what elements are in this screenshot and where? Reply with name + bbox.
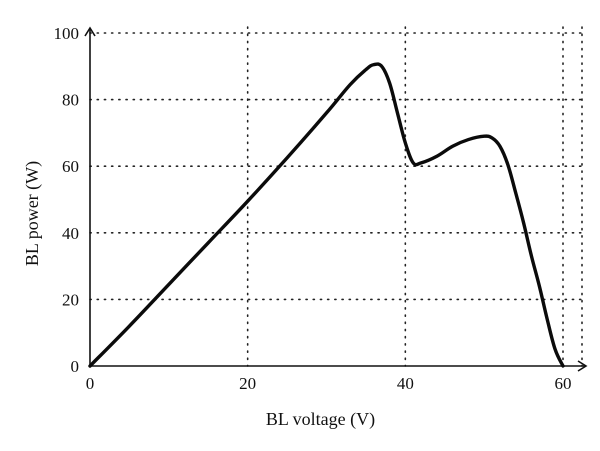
y-tick-label: 100	[54, 24, 80, 43]
x-tick-label: 60	[555, 374, 572, 393]
y-tick-label: 20	[62, 290, 79, 309]
x-axis-title: BL voltage (V)	[266, 409, 375, 430]
y-axis-arrow	[84, 26, 96, 37]
y-tick-label: 80	[62, 91, 79, 110]
y-axis-title: BL power (W)	[22, 161, 43, 266]
y-tick-label: 60	[62, 157, 79, 176]
y-tick-label: 40	[62, 224, 79, 243]
x-axis-arrow	[577, 360, 588, 372]
y-tick-label: 0	[71, 357, 80, 376]
axes	[84, 26, 588, 372]
grid	[89, 26, 583, 367]
plot-area	[88, 62, 565, 368]
tick-labels: 0 20 40 60 0 20 40 60 80 100	[54, 24, 572, 393]
pv-curve-series-0	[88, 62, 565, 368]
x-tick-label: 0	[86, 374, 95, 393]
x-tick-label: 20	[239, 374, 256, 393]
x-tick-label: 40	[397, 374, 414, 393]
